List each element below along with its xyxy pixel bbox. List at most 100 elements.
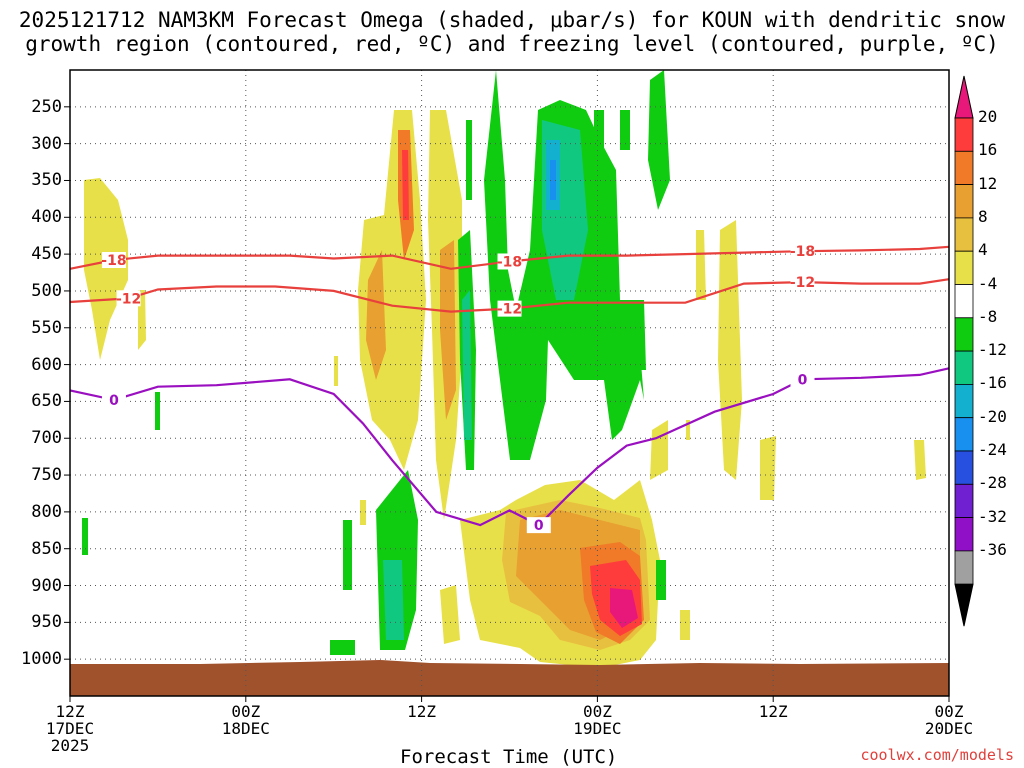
colorbar-swatch [954, 117, 974, 152]
x-tick-label: 20DEC [924, 719, 974, 738]
contour-label-bg [101, 252, 126, 269]
omega-region [466, 120, 472, 200]
colorbar-label: 8 [978, 206, 988, 226]
chart-title-line1: 2025121712 NAM3KM Forecast Omega (shaded… [18, 8, 1006, 32]
contour-label: 0 [109, 393, 119, 409]
colorbar-label: -4 [978, 273, 998, 293]
contour-label: -18 [790, 244, 815, 260]
omega-region [648, 70, 670, 210]
colorbar-label: -12 [978, 340, 1007, 360]
contour-line [69, 367, 950, 527]
colorbar-label: 4 [978, 240, 988, 260]
omega-region [914, 440, 926, 480]
x-tick-label: 12Z [758, 702, 788, 721]
colorbar-label: -36 [978, 539, 1007, 559]
colorbar-label: 20 [978, 107, 998, 126]
omega-region [440, 240, 456, 420]
x-tick-label: 19DEC [573, 719, 622, 738]
omega-region [155, 392, 160, 430]
contour-label: 0 [534, 518, 544, 534]
colorbar-swatch [954, 550, 974, 585]
x-tick-label: 12Z [407, 702, 437, 721]
colorbar-label: 16 [978, 140, 998, 160]
x-tick-label: 00Z [231, 702, 261, 721]
omega-region [718, 220, 742, 480]
colorbar-swatch [954, 184, 974, 219]
contour-label: -18 [497, 254, 522, 270]
omega-region [760, 436, 776, 500]
colorbar-label: -20 [978, 406, 1007, 426]
x-tick-label: 12Z [55, 702, 85, 721]
omega-region [360, 500, 366, 525]
colorbar-bottom-arrow [954, 583, 974, 627]
y-tick-label: 800 [31, 501, 62, 522]
colorbar-swatch [954, 350, 974, 385]
credit-label: coolwx.com/models [860, 746, 1014, 764]
y-tick-label: 1000 [21, 649, 62, 670]
colorbar-label: -32 [978, 506, 1007, 526]
colorbar-swatch [954, 483, 974, 518]
colorbar-swatch [954, 317, 974, 352]
omega-shading [82, 70, 926, 668]
y-tick-label: 950 [31, 612, 62, 633]
colorbar-swatch [954, 150, 974, 186]
omega-region [440, 585, 460, 644]
contour-label: -12 [116, 291, 141, 307]
x-tick-label: 00Z [934, 702, 964, 721]
contour-label: -18 [101, 253, 126, 269]
contour-label-bg [790, 371, 815, 388]
omega-region [330, 640, 355, 655]
colorbar-swatch [954, 450, 974, 485]
colorbar-top-arrow [954, 75, 974, 119]
colorbar-swatch [954, 383, 974, 419]
ground-surface [70, 660, 949, 696]
x-tick-label: 18DEC [221, 719, 270, 738]
omega-region [402, 150, 409, 220]
omega-region [696, 230, 706, 300]
colorbar-label: -8 [978, 306, 998, 326]
omega-region [334, 356, 338, 386]
omega-region [594, 110, 604, 160]
omega-region [656, 560, 666, 600]
contour-label-bg [526, 517, 551, 534]
y-tick-label: 250 [31, 96, 62, 117]
omega-region [650, 420, 668, 480]
grid [64, 70, 950, 702]
colorbar-swatch [954, 284, 974, 319]
y-tick-label: 500 [31, 280, 62, 301]
omega-region [620, 110, 630, 150]
contour-label: 0 [798, 372, 808, 388]
plot-frame [69, 69, 950, 697]
colorbar [954, 75, 974, 627]
y-tick-label: 650 [31, 391, 62, 412]
y-tick-label: 350 [31, 170, 62, 191]
omega-region [383, 560, 404, 640]
y-tick-label: 450 [31, 244, 62, 265]
contour-label-bg [497, 253, 522, 270]
x-tick-label: 00Z [582, 702, 612, 721]
contour-label-bg [790, 274, 815, 291]
colorbar-label: 12 [978, 173, 998, 193]
contour-label-bg [497, 300, 522, 317]
omega-region [366, 250, 386, 380]
chart-title-line2: growth region (contoured, red, ºC) and f… [25, 32, 999, 56]
y-tick-label: 700 [31, 428, 62, 449]
colorbar-swatch [954, 517, 974, 552]
contours: -18 -18 -18 -12 -12 -12 0 0 0 [69, 243, 950, 534]
y-tick-label: 750 [31, 465, 62, 486]
y-tick-label: 400 [31, 207, 62, 228]
omega-region [610, 588, 638, 628]
contour-label-bg [116, 290, 141, 307]
omega-region [343, 520, 352, 590]
omega-region [82, 518, 88, 555]
omega-region [550, 160, 556, 200]
y-tick-label: 300 [31, 133, 62, 154]
contour-label: -12 [790, 275, 815, 291]
y-tick-label: 550 [31, 317, 62, 338]
omega-region [680, 610, 690, 640]
colorbar-label: -24 [978, 440, 1007, 459]
contour-label-bg [790, 243, 815, 260]
omega-region [462, 290, 472, 440]
x-tick-label: 17DEC [45, 719, 95, 738]
